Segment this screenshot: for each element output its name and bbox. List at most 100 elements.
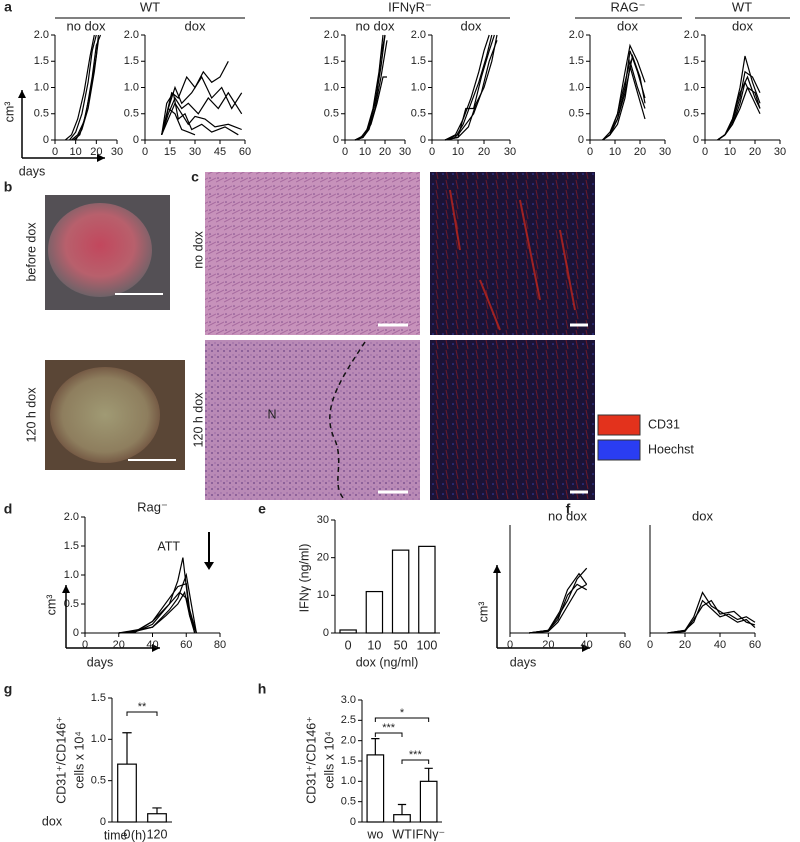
x-tick-label: 20 (749, 146, 761, 158)
y-tick-label: 0 (323, 627, 329, 639)
y-tick-label: 0 (333, 134, 339, 146)
chart-title: no dox (66, 18, 106, 33)
data-line (602, 58, 646, 141)
x-tick-label: 30 (504, 146, 516, 158)
data-line (161, 91, 243, 135)
group-header: IFNγR⁻ (388, 0, 432, 14)
bar (393, 814, 411, 823)
arrow-head (204, 562, 214, 570)
y-tick-label: 0.5 (64, 598, 79, 610)
x-tick-label: 30 (774, 146, 786, 158)
data-line (118, 590, 197, 634)
y-tick-label: 1.5 (411, 55, 426, 67)
data-line (529, 583, 587, 634)
necrosis-label: N (267, 407, 276, 421)
significance-bracket (401, 759, 430, 764)
group-header: WT (140, 0, 160, 14)
x-tick-label: 0 (702, 146, 708, 158)
x-tick-label: 20 (113, 639, 125, 651)
panel-label: c (191, 169, 199, 185)
y-tick-label: 2.0 (64, 511, 79, 523)
significance-label: *** (382, 722, 396, 734)
x-tick-label: 10 (452, 146, 464, 158)
bar (418, 545, 436, 634)
data-line (64, 34, 95, 141)
y-tick-label: 2.0 (684, 29, 699, 41)
arrow-head (62, 585, 70, 593)
error-bar (397, 803, 407, 815)
row-label: before dox (24, 222, 38, 282)
x-tick-label: 0 (345, 638, 352, 652)
y-axis-label: cells x 10⁴ (72, 731, 86, 788)
x-tick-label: 10 (359, 146, 371, 158)
legend-label: Hoechst (648, 442, 694, 456)
y-axis-label: CD31⁺/CD146⁺ (54, 716, 68, 804)
x-tick-label: 20 (542, 639, 554, 651)
y-tick-label: 0 (43, 134, 49, 146)
y-tick-label: 2.0 (324, 29, 339, 41)
x-axis-label: days (510, 655, 536, 669)
data-line (118, 591, 197, 634)
y-tick-label: 1.5 (34, 55, 49, 67)
y-tick-label: 2.0 (341, 735, 356, 747)
panel-label: h (258, 681, 267, 697)
group-header: WT (732, 0, 752, 14)
y-axis-label: CD31⁺/CD146⁺ (304, 716, 318, 804)
legend-swatch (597, 439, 641, 461)
y-tick-label: 0 (100, 816, 106, 828)
significance-label: ** (138, 701, 147, 713)
x-tick-label: 0 (429, 146, 435, 158)
y-tick-label: 0.5 (341, 796, 356, 808)
x-tick-label: 45 (214, 146, 226, 158)
data-line (161, 91, 239, 136)
y-tick-label: 0 (133, 134, 139, 146)
annotation: ATT (157, 539, 180, 553)
x-tick-label: 30 (189, 146, 201, 158)
y-tick-label: 0.5 (34, 108, 49, 120)
data-line (444, 40, 498, 141)
y-axis-label: cm³ (476, 602, 490, 623)
y-tick-label: 1.0 (341, 775, 356, 787)
data-line (529, 572, 588, 634)
arrow-head (18, 90, 26, 98)
y-tick-label: 0.5 (324, 108, 339, 120)
bar (391, 549, 410, 634)
row-label: dox (42, 814, 63, 828)
y-axis-label: cells x 10⁴ (322, 731, 336, 788)
y-tick-label: 1.5 (91, 692, 106, 704)
panel-label: e (258, 501, 266, 517)
y-axis-label: IFNγ (ng/ml) (297, 544, 311, 613)
x-tick-label: WT (392, 827, 412, 841)
y-tick-label: 1.0 (684, 81, 699, 93)
y-tick-label: 1.5 (684, 55, 699, 67)
x-tick-label: 0 (82, 639, 88, 651)
data-line (529, 567, 588, 634)
y-tick-label: 2.5 (341, 714, 356, 726)
y-tick-label: 1.0 (34, 81, 49, 93)
data-line (161, 61, 229, 135)
data-line (161, 75, 243, 135)
x-tick-label: 50 (394, 638, 408, 652)
bar (366, 754, 385, 823)
y-tick-label: 1.0 (91, 733, 106, 745)
row-label: no dox (191, 230, 205, 268)
x-axis-label: time (h) (104, 828, 146, 842)
x-tick-label: 30 (659, 146, 671, 158)
y-tick-label: 0.5 (411, 108, 426, 120)
x-tick-label: 10 (367, 638, 381, 652)
x-tick-label: 0 (587, 146, 593, 158)
bar (419, 780, 438, 823)
x-tick-label: 20 (90, 146, 102, 158)
y-tick-label: 2.0 (124, 29, 139, 41)
x-tick-label: 20 (634, 146, 646, 158)
row-label: 120 h dox (24, 387, 38, 443)
data-line (444, 34, 493, 141)
error-bar (152, 807, 162, 814)
y-tick-label: 2.0 (34, 29, 49, 41)
chart-title: no dox (355, 18, 395, 33)
x-tick-label: 80 (214, 639, 226, 651)
y-tick-label: 3.0 (341, 694, 356, 706)
x-tick-label: 60 (239, 146, 251, 158)
x-tick-label: 100 (416, 638, 437, 652)
x-tick-label: 40 (581, 639, 593, 651)
